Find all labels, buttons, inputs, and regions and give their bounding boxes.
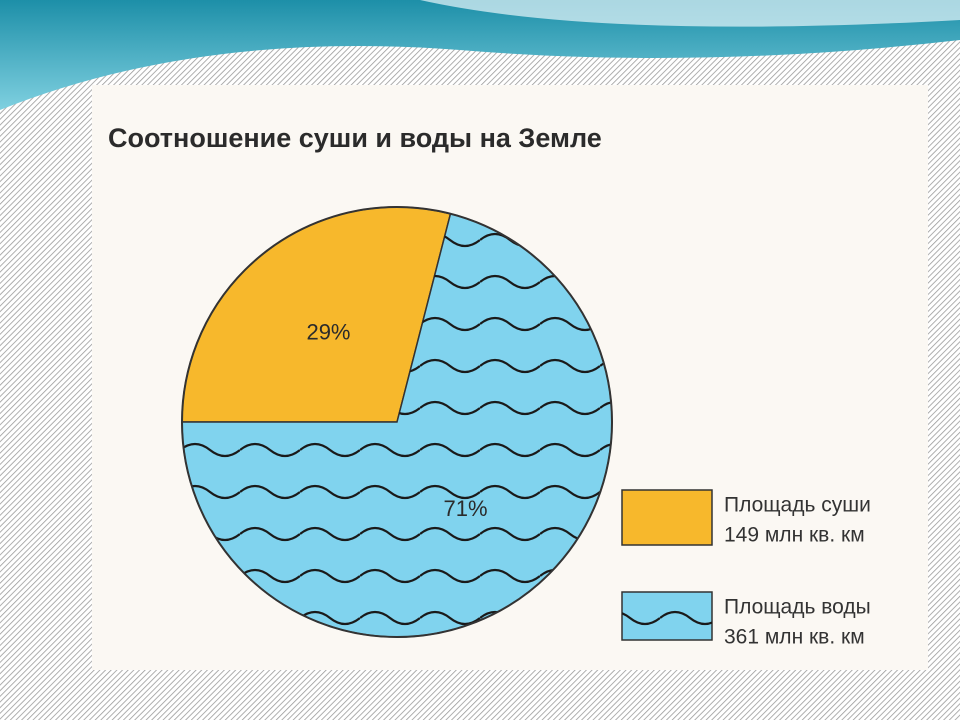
legend-swatch xyxy=(621,489,713,546)
legend-texture xyxy=(622,592,712,640)
chart-title: Соотношение суши и воды на Земле xyxy=(108,123,602,153)
legend-detail: 149 млн кв. км xyxy=(724,524,865,547)
wave-texture xyxy=(182,213,612,638)
legend-label: Площадь воды xyxy=(724,596,871,619)
legend-label: Площадь суши xyxy=(724,494,871,517)
pie-outline xyxy=(181,206,613,638)
slice-label: 71% xyxy=(443,496,487,521)
slice-label: 29% xyxy=(306,319,350,344)
header-highlight xyxy=(420,0,960,27)
legend-detail: 361 млн кв. км xyxy=(724,626,865,649)
header-decoration xyxy=(0,0,960,110)
